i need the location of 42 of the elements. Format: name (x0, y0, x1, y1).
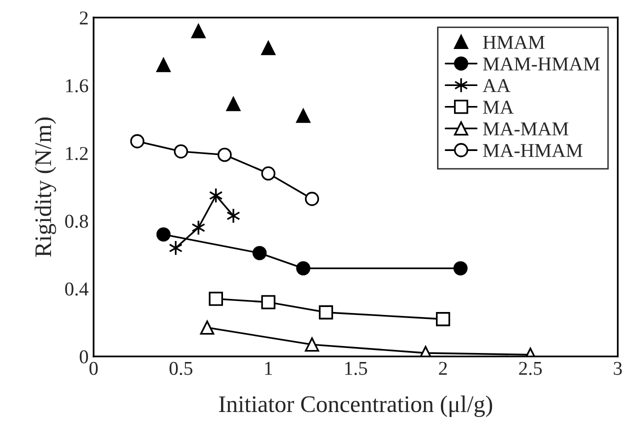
point (191, 24, 206, 38)
point (192, 220, 206, 236)
y-tick-label: 2 (80, 11, 88, 24)
point (261, 166, 276, 181)
legend-label: MA-HMAM (483, 144, 582, 157)
x-tick-label: 1 (265, 362, 272, 375)
y-tick-label: 0 (80, 350, 88, 364)
point (261, 295, 276, 310)
point (252, 246, 267, 260)
y-tick-label: 1.2 (66, 146, 88, 160)
legend-label: MA (483, 100, 514, 114)
point (156, 58, 171, 72)
point (318, 305, 334, 320)
point (226, 96, 240, 112)
y-tick-label: 1.6 (66, 79, 88, 92)
x-axis-title: Initiator Concentration (μl/g) (219, 396, 492, 418)
point (453, 261, 468, 276)
point (261, 41, 276, 56)
legend-label: HMAM (483, 36, 545, 49)
legend-label: MA-MAM (483, 122, 568, 136)
y-tick-label: 0.8 (65, 214, 88, 228)
point (208, 292, 223, 306)
point (156, 227, 171, 242)
point (436, 312, 450, 326)
point (218, 148, 232, 162)
point (304, 192, 320, 206)
y-axis-title: Rigidity (N/m) (34, 118, 56, 257)
y-tick-label: 0.4 (65, 282, 88, 296)
point (130, 134, 144, 148)
x-tick-label: 0 (89, 362, 98, 375)
x-tick-label: 2 (439, 362, 447, 375)
legend-label: MAM-HMAM (483, 58, 600, 70)
x-tick-label: 2.5 (519, 362, 542, 376)
point (174, 144, 188, 159)
x-tick-label: 0.5 (170, 362, 192, 376)
point (304, 337, 320, 352)
point (200, 320, 214, 335)
x-tick-label: 1.5 (345, 362, 368, 376)
point (296, 108, 310, 123)
x-tick-label: 3 (614, 362, 622, 375)
point (296, 261, 310, 276)
legend-label: AA (482, 79, 510, 92)
